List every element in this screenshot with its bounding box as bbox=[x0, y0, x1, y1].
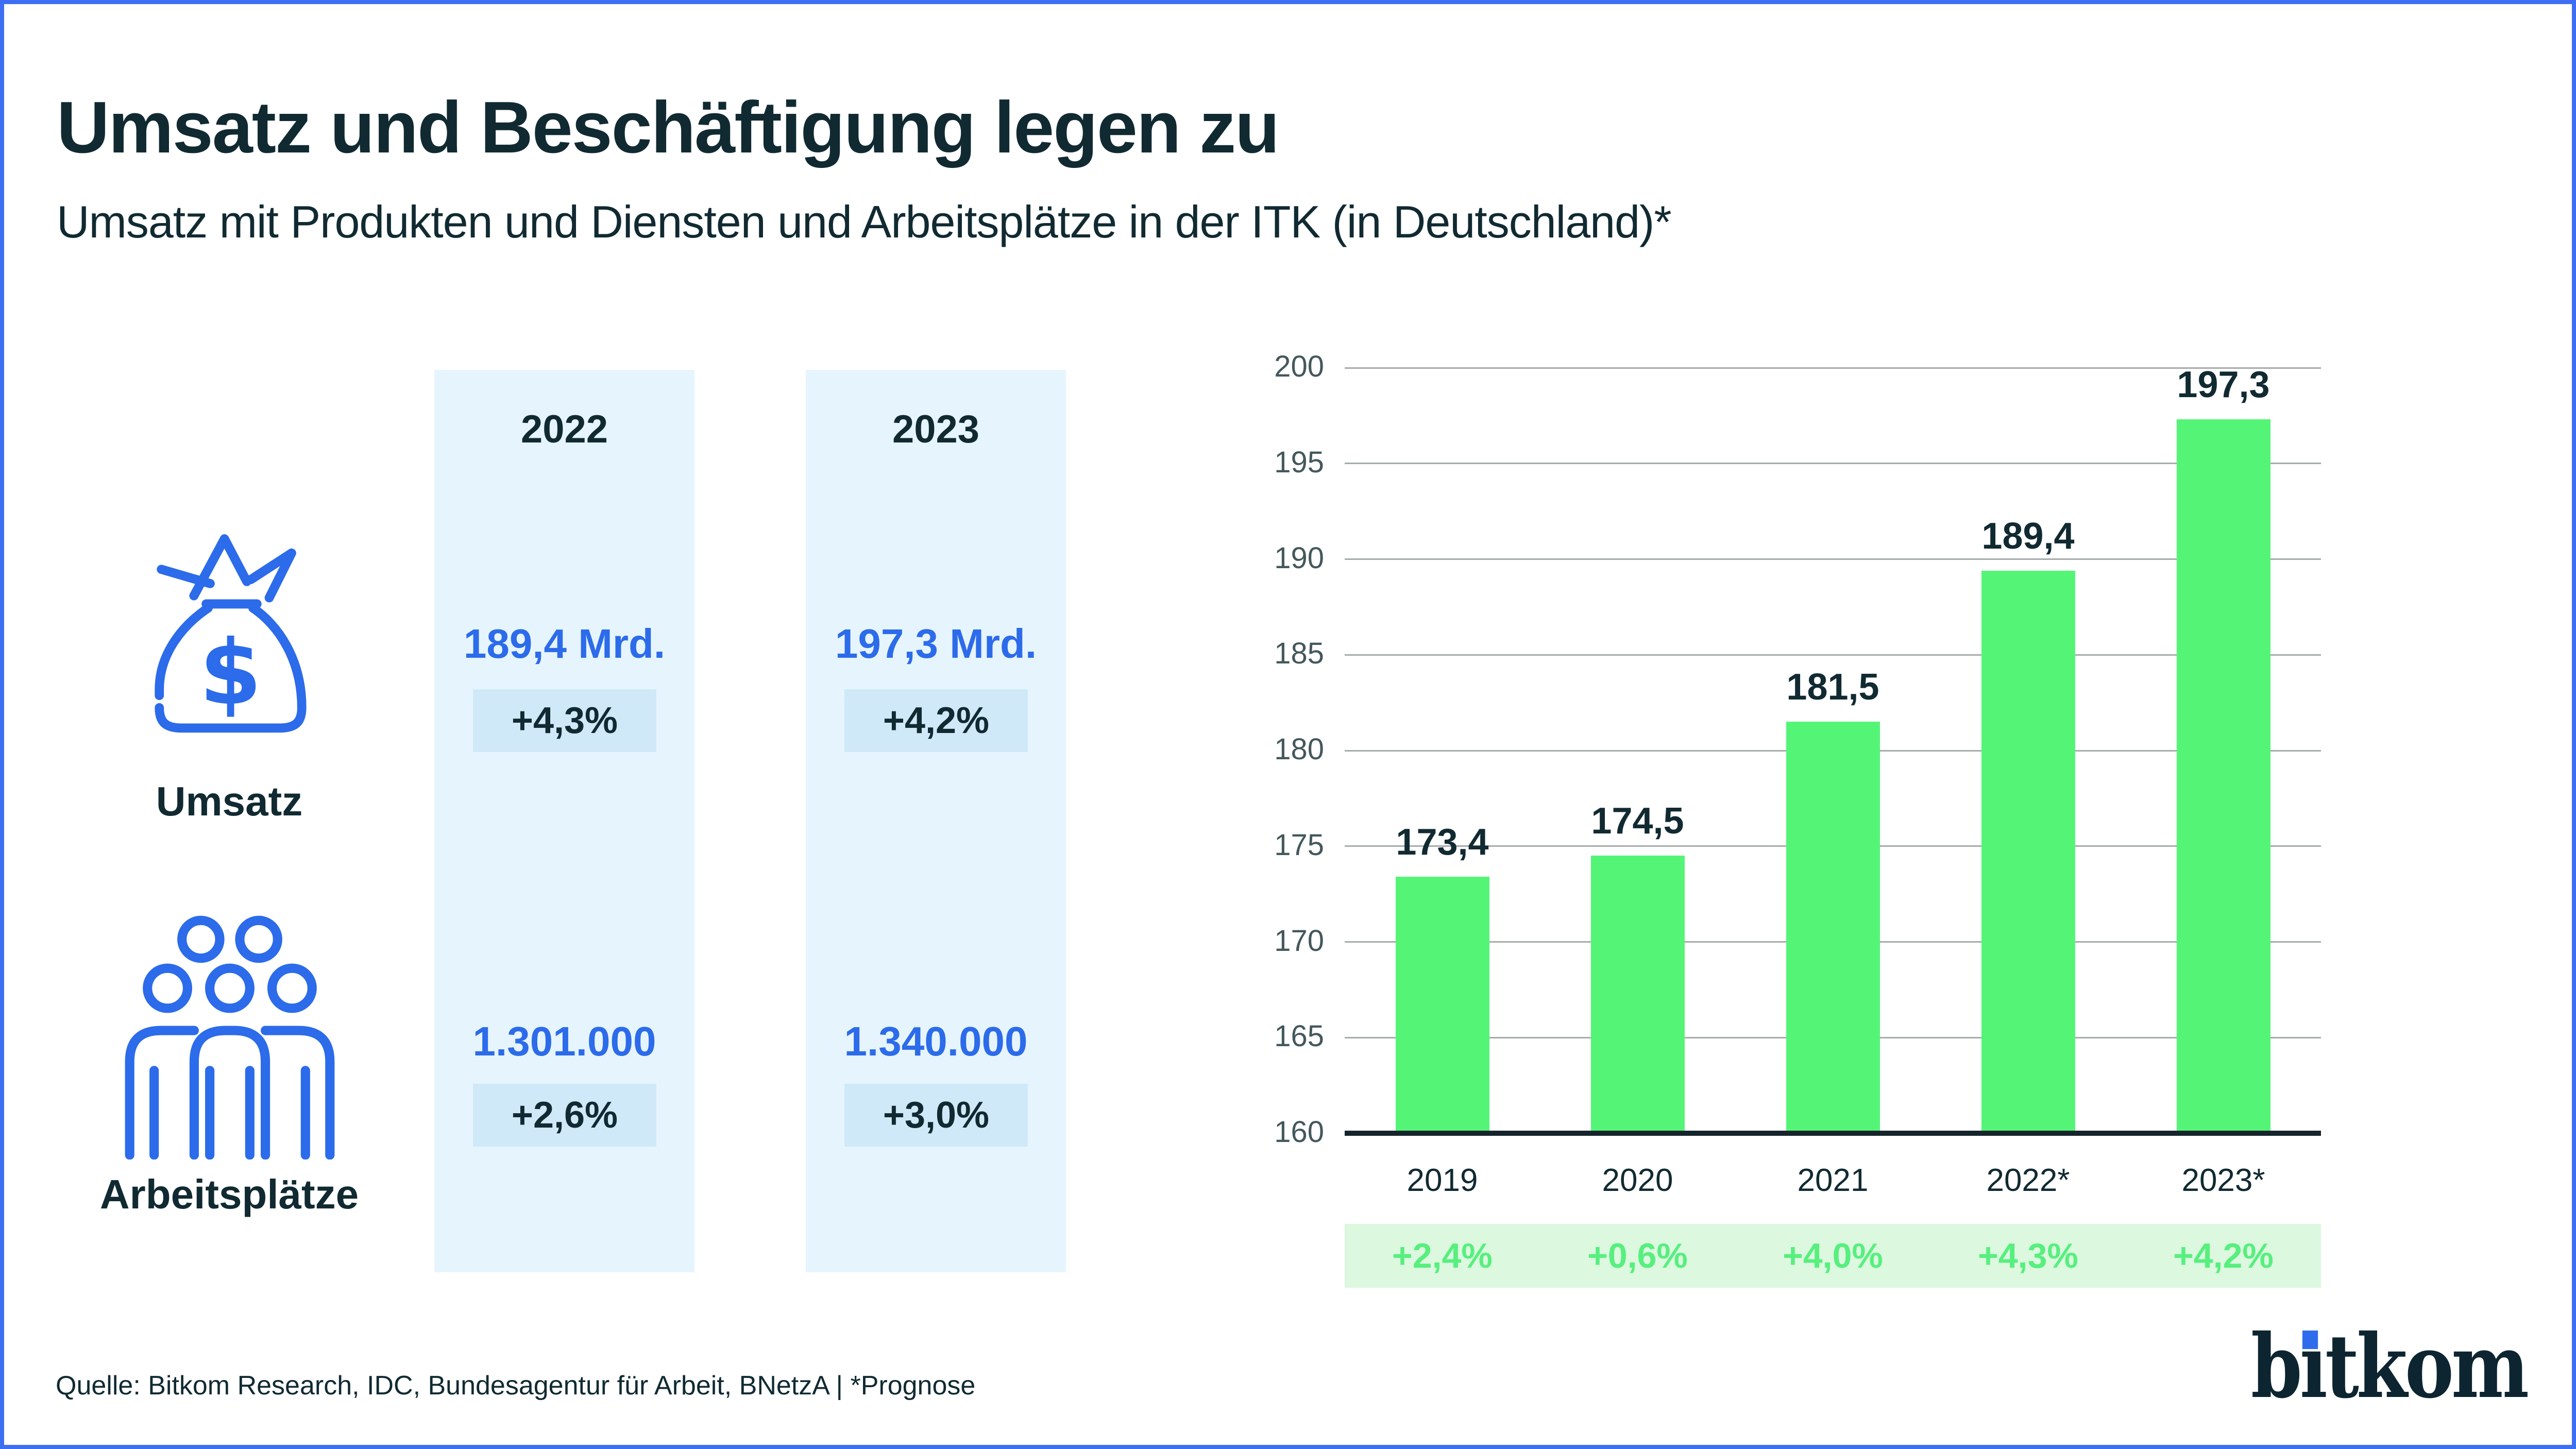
x-axis-line bbox=[1345, 1131, 2321, 1136]
bar-2020 bbox=[1590, 856, 1685, 1133]
y-tick-160: 160 bbox=[1274, 1115, 1324, 1149]
row-label-umsatz: Umsatz bbox=[156, 778, 303, 824]
gridline-200 bbox=[1345, 367, 2321, 369]
y-tick-175: 175 bbox=[1274, 828, 1324, 862]
money-bag-icon: $ bbox=[155, 534, 307, 733]
growth-label-2019: +2,4% bbox=[1392, 1236, 1493, 1275]
source-note: Quelle: Bitkom Research, IDC, Bundesagen… bbox=[56, 1371, 976, 1401]
bitkom-logo: bı tkom bbox=[2250, 1315, 2529, 1418]
umsatz-2022-growth-badge: +4,3% bbox=[473, 689, 656, 752]
bar-value-2022*: 189,4 bbox=[1981, 515, 2075, 557]
x-tick-2022*: 2022* bbox=[1986, 1163, 2070, 1198]
bar-2021 bbox=[1786, 722, 1880, 1133]
y-tick-185: 185 bbox=[1274, 637, 1324, 671]
bar-value-2020: 174,5 bbox=[1591, 800, 1684, 842]
x-tick-2021: 2021 bbox=[1797, 1163, 1869, 1198]
gridline-185 bbox=[1345, 654, 2321, 656]
gridline-190 bbox=[1345, 558, 2321, 560]
page-title: Umsatz und Beschäftigung legen zu bbox=[57, 87, 1280, 168]
umsatz-2022-value: 189,4 Mrd. bbox=[463, 621, 666, 667]
arbeitsplaetze-2022-growth-badge: +2,6% bbox=[473, 1084, 656, 1147]
x-tick-2020: 2020 bbox=[1602, 1163, 1673, 1198]
bar-2022* bbox=[1981, 570, 2075, 1133]
growth-label-2020: +0,6% bbox=[1587, 1236, 1688, 1275]
y-tick-190: 190 bbox=[1274, 541, 1324, 575]
column-header-2023: 2023 bbox=[892, 407, 980, 451]
growth-band bbox=[1345, 1224, 2321, 1288]
growth-label-2021: +4,0% bbox=[1783, 1236, 1883, 1275]
page-subtitle: Umsatz mit Produkten und Diensten und Ar… bbox=[57, 196, 1672, 247]
arbeitsplaetze-2022-value: 1.301.000 bbox=[472, 1018, 656, 1064]
y-tick-170: 170 bbox=[1274, 924, 1324, 958]
row-label-arbeitsplaetze: Arbeitsplätze bbox=[99, 1171, 359, 1217]
bar-value-2023*: 197,3 bbox=[2177, 364, 2270, 406]
people-icon bbox=[125, 915, 335, 1160]
growth-label-2023*: +4,2% bbox=[2173, 1236, 2274, 1275]
bar-2019 bbox=[1395, 877, 1489, 1133]
column-header-2022: 2022 bbox=[520, 407, 608, 451]
umsatz-2023-value: 197,3 Mrd. bbox=[835, 621, 1037, 667]
gridline-195 bbox=[1345, 463, 2321, 465]
x-tick-2023*: 2023* bbox=[2181, 1163, 2265, 1198]
y-tick-180: 180 bbox=[1274, 732, 1324, 766]
bar-value-2019: 173,4 bbox=[1396, 822, 1489, 863]
umsatz-2023-growth-badge: +4,2% bbox=[844, 689, 1028, 752]
y-tick-200: 200 bbox=[1274, 350, 1324, 383]
arbeitsplaetze-2023-value: 1.340.000 bbox=[844, 1018, 1028, 1064]
logo-i-dot bbox=[2302, 1331, 2318, 1349]
arbeitsplaetze-2023-growth-badge: +3,0% bbox=[844, 1084, 1028, 1147]
bitkom-logo-text: bı tkom bbox=[2250, 1315, 2529, 1418]
bar-2023* bbox=[2176, 419, 2270, 1133]
svg-text:$: $ bbox=[199, 621, 262, 725]
bar-value-2021: 181,5 bbox=[1786, 667, 1879, 708]
y-tick-195: 195 bbox=[1274, 445, 1324, 479]
growth-label-2022*: +4,3% bbox=[1978, 1236, 2078, 1275]
y-tick-165: 165 bbox=[1274, 1019, 1324, 1053]
x-tick-2019: 2019 bbox=[1406, 1163, 1478, 1198]
